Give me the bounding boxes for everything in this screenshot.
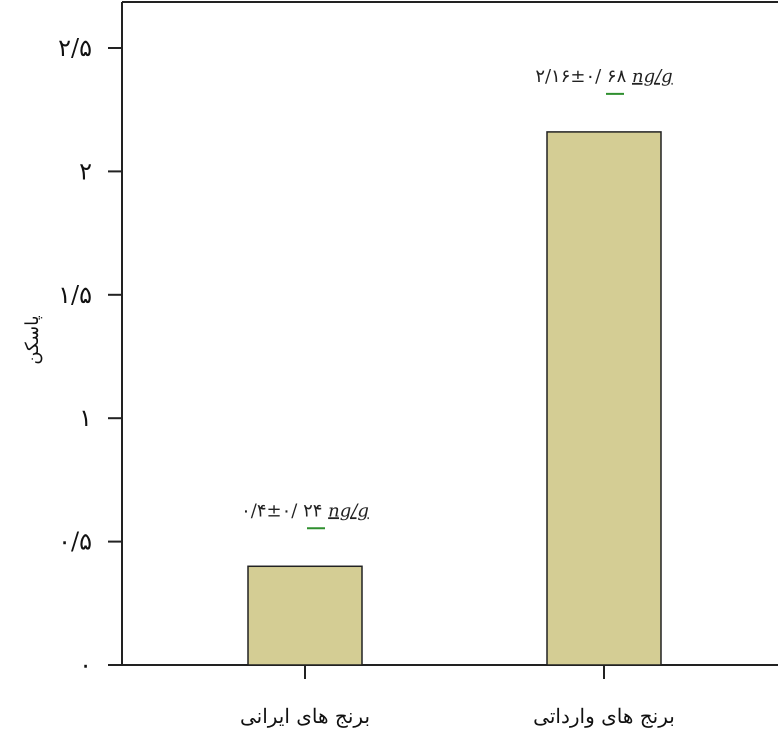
annotation-value: ۲/۱۶±۰/ ۶۸: [535, 66, 632, 87]
y-tick-label: ۰/۵: [58, 528, 92, 556]
y-axis-ticks: ۰ ۰/۵ ۱ ۱/۵ ۲ ۲/۵: [58, 34, 122, 679]
y-tick-label: ۲: [79, 157, 92, 185]
x-tick-label: برنج های ایرانی: [240, 704, 370, 728]
x-tick-label: برنج های وارداتی: [533, 704, 675, 728]
y-tick-label: ۲/۵: [58, 34, 92, 62]
y-axis-label: پاسکن: [22, 315, 43, 364]
bars: [247, 131, 662, 666]
y-tick-label: ۱/۵: [58, 281, 92, 309]
annotation-unit: ng/g: [328, 500, 369, 521]
y-tick-label: ۱: [79, 404, 92, 432]
plot-frame: [121, 1, 778, 666]
bar: [546, 131, 662, 666]
bar-annotation: ۰/۴±۰/ ۲۴ ng/g: [241, 500, 369, 521]
y-tick-label: ۰: [79, 651, 92, 679]
bar-annotations: ۰/۴±۰/ ۲۴ ng/g۲/۱۶±۰/ ۶۸ ng/g: [241, 66, 673, 530]
bar-annotation: ۲/۱۶±۰/ ۶۸ ng/g: [535, 66, 672, 87]
x-axis-labels: برنج های ایرانی برنج های وارداتی: [240, 665, 675, 728]
bar: [247, 565, 363, 666]
annotation-unit: ng/g: [632, 66, 673, 87]
annotation-value: ۰/۴±۰/ ۲۴: [241, 500, 328, 521]
